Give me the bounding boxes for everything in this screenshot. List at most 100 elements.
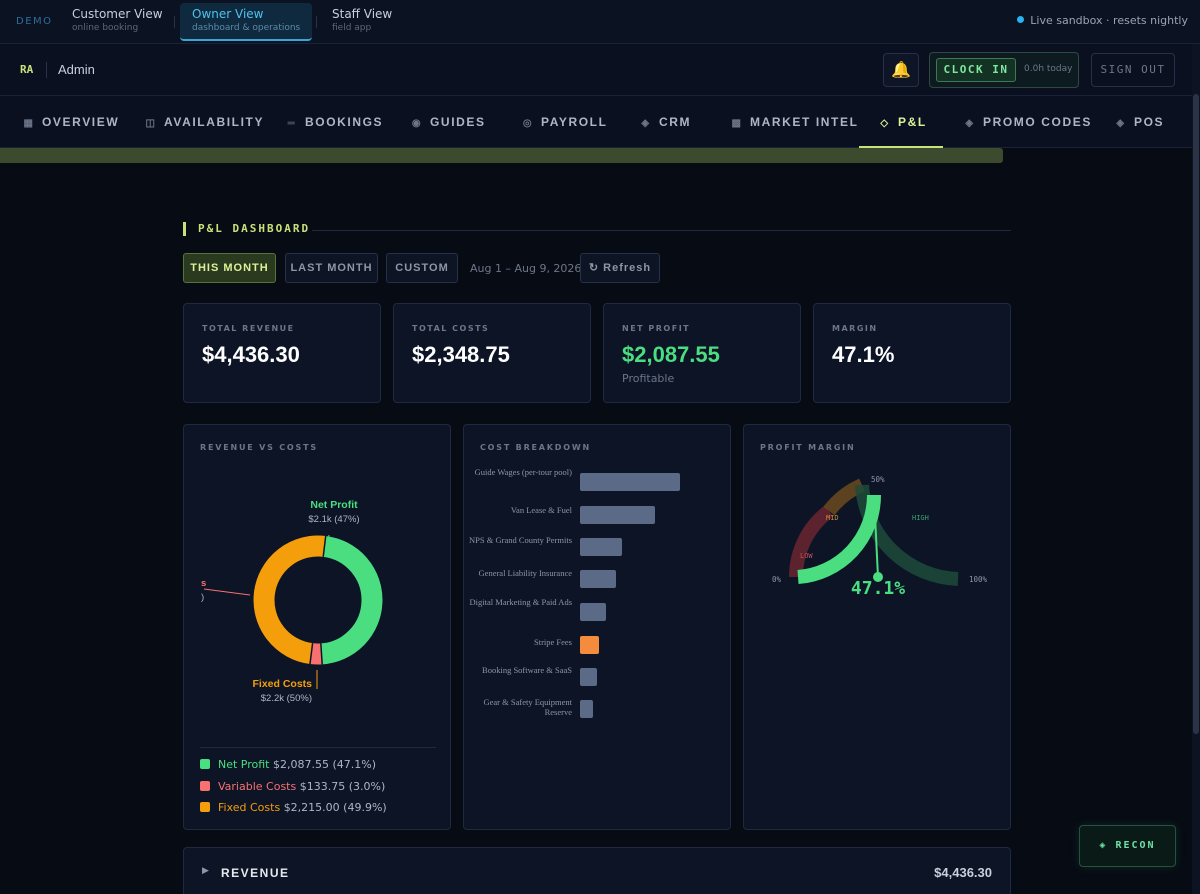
net-profit-label: Net Profit bbox=[310, 499, 358, 511]
legend-item-net-profit: Net Profit $2,087.55 (47.1%) bbox=[200, 758, 436, 780]
recon-button[interactable]: ◈ RECON bbox=[1079, 825, 1176, 867]
kpi-value: $2,087.55 bbox=[622, 342, 720, 367]
tab-label: AVAILABILITY bbox=[164, 115, 265, 129]
profit-margin-card: PROFIT MARGIN 0% 50% 100% LOW MID HIGH 4… bbox=[743, 424, 1011, 830]
hours-today: 0.0h today bbox=[1024, 64, 1073, 74]
gauge-needle bbox=[873, 494, 879, 578]
bar-label: Van Lease & Fuel bbox=[510, 505, 572, 515]
swatch bbox=[200, 802, 210, 812]
legend-value: $2,087.55 (47.1%) bbox=[273, 758, 377, 771]
clock-panel: CLOCK IN 0.0h today bbox=[929, 52, 1079, 88]
tab-pos[interactable]: ◈ POS bbox=[1114, 96, 1164, 148]
cost-bar[interactable] bbox=[580, 570, 616, 588]
legend-name: Fixed Costs bbox=[218, 801, 281, 814]
tab-bookings[interactable]: ═ BOOKINGS bbox=[285, 96, 383, 148]
cost-bar[interactable] bbox=[580, 700, 593, 718]
cost-bar[interactable] bbox=[580, 603, 606, 621]
cost-bar[interactable] bbox=[580, 506, 655, 524]
bar-label: Guide Wages (per-tour pool) bbox=[474, 467, 572, 477]
tab-payroll[interactable]: ◎ PAYROLL bbox=[521, 96, 608, 148]
donut-slice-gap bbox=[309, 643, 314, 665]
gauge-high-zone bbox=[855, 484, 959, 586]
kpi-value: 47.1% bbox=[832, 342, 895, 367]
live-dot-icon bbox=[1017, 16, 1025, 23]
legend-name: Variable Costs bbox=[218, 779, 297, 793]
tab-crm[interactable]: ◈ CRM bbox=[639, 96, 691, 148]
tab-guides[interactable]: ◉ GUIDES bbox=[410, 96, 486, 148]
tab-availability[interactable]: ◫ AVAILABILITY bbox=[144, 96, 264, 148]
cost-bar[interactable] bbox=[580, 473, 680, 491]
gauge-zone-low-label: LOW bbox=[800, 552, 813, 560]
bar-label: Gear & Safety Equipment Reserve bbox=[483, 697, 572, 717]
donut-slice-fixed-costs bbox=[253, 535, 326, 664]
donut-legend: Net Profit $2,087.55 (47.1%) Variable Co… bbox=[200, 747, 436, 823]
this-month-button[interactable]: THIS MONTH bbox=[183, 253, 276, 283]
scrollbar-thumb[interactable] bbox=[1193, 94, 1199, 734]
legend-item-fixed-costs: Fixed Costs $2,215.00 (49.9%) bbox=[200, 801, 436, 823]
page-scrollbar[interactable] bbox=[1192, 44, 1200, 894]
last-month-button[interactable]: LAST MONTH bbox=[285, 253, 378, 283]
tab-pnl[interactable]: ◇ P&L bbox=[859, 96, 943, 148]
divider bbox=[46, 62, 47, 78]
expand-arrow-icon: ▶ bbox=[202, 866, 209, 876]
kpi-total-costs: TOTAL COSTS $2,348.75 bbox=[393, 303, 591, 403]
cost-bar[interactable] bbox=[580, 668, 597, 686]
view-staff[interactable]: Staff View field app bbox=[320, 3, 404, 41]
kpi-label: TOTAL COSTS bbox=[412, 324, 490, 333]
variable-costs-leader-line bbox=[203, 588, 251, 596]
gauge-zone-mid-label: MID bbox=[826, 514, 839, 522]
legend-name: Net Profit bbox=[218, 758, 270, 771]
variable-costs-sublabel: ) bbox=[201, 592, 204, 603]
user-initials: RA bbox=[20, 63, 34, 76]
cost-breakdown-card: COST BREAKDOWN Guide Wages (per-tour poo… bbox=[463, 424, 731, 830]
donut-chart: Net Profit $2.1k (47%) s ) Fixed Costs $… bbox=[201, 499, 383, 704]
kpi-total-revenue: TOTAL REVENUE $4,436.30 bbox=[183, 303, 381, 403]
loading-progress-bar bbox=[0, 148, 1003, 163]
clock-in-button[interactable]: CLOCK IN bbox=[936, 58, 1016, 82]
view-title: Customer View bbox=[72, 7, 163, 21]
revenue-vs-costs-card: REVENUE VS COSTS Net Profit $2.1k (47%) … bbox=[183, 424, 451, 830]
list-icon: ═ bbox=[287, 118, 297, 129]
view-title: Owner View bbox=[192, 7, 264, 21]
coin-icon: ◎ bbox=[522, 118, 534, 129]
view-switcher-bar: DEMO Customer View online booking Owner … bbox=[0, 0, 1200, 44]
view-customer[interactable]: Customer View online booking bbox=[60, 3, 175, 41]
sandbox-text: Live sandbox · resets nightly bbox=[1030, 14, 1188, 27]
kpi-value: $2,348.75 bbox=[412, 342, 510, 367]
sign-out-button[interactable]: SIGN OUT bbox=[1091, 53, 1175, 87]
kpi-label: MARGIN bbox=[832, 324, 878, 333]
gauge-tick-50: 50% bbox=[871, 475, 885, 484]
diamond-icon: ◈ bbox=[641, 118, 651, 129]
view-owner[interactable]: Owner View dashboard & operations bbox=[180, 3, 313, 41]
tab-label: BOOKINGS bbox=[305, 115, 384, 129]
gauge-low-zone bbox=[788, 505, 834, 578]
gauge-tick-0: 0% bbox=[772, 575, 782, 584]
refresh-button[interactable]: ↻ Refresh bbox=[580, 253, 660, 283]
notifications-bell-icon[interactable]: 🔔 bbox=[883, 53, 919, 87]
tab-label: P&L bbox=[898, 115, 927, 129]
net-profit-leader-line bbox=[325, 534, 330, 558]
gauge-zone-high-label: HIGH bbox=[912, 514, 929, 522]
swatch bbox=[200, 780, 210, 791]
bar-label: Digital Marketing & Paid Ads bbox=[469, 597, 572, 607]
calendar-icon: ◫ bbox=[145, 118, 157, 129]
donut-slice-gap bbox=[320, 643, 323, 665]
sandbox-status: Live sandbox · resets nightly bbox=[1017, 14, 1188, 27]
gauge-value-label: 47.1% bbox=[851, 578, 905, 599]
divider bbox=[174, 16, 175, 28]
tab-label: PROMO CODES bbox=[983, 115, 1092, 129]
cost-bar[interactable] bbox=[580, 636, 599, 654]
chart-icon: ▩ bbox=[731, 118, 743, 129]
register-icon: ◈ bbox=[1116, 118, 1126, 129]
net-profit-sublabel: $2.1k (47%) bbox=[308, 514, 359, 525]
diamond-outline-icon: ◇ bbox=[880, 118, 890, 129]
tab-market-intel[interactable]: ▩ MARKET INTEL bbox=[730, 96, 859, 148]
custom-range-button[interactable]: CUSTOM bbox=[386, 253, 458, 283]
gauge-value-arc bbox=[797, 494, 882, 584]
tab-overview[interactable]: ▦ OVERVIEW bbox=[22, 96, 119, 148]
tab-promo-codes[interactable]: ◈ PROMO CODES bbox=[963, 96, 1092, 148]
kpi-net-profit: NET PROFIT $2,087.55 Profitable bbox=[603, 303, 801, 403]
revenue-accordion[interactable]: ▶ REVENUE $4,436.30 bbox=[183, 847, 1011, 894]
fixed-costs-sublabel: $2.2k (50%) bbox=[261, 693, 312, 704]
cost-bar[interactable] bbox=[580, 538, 622, 556]
